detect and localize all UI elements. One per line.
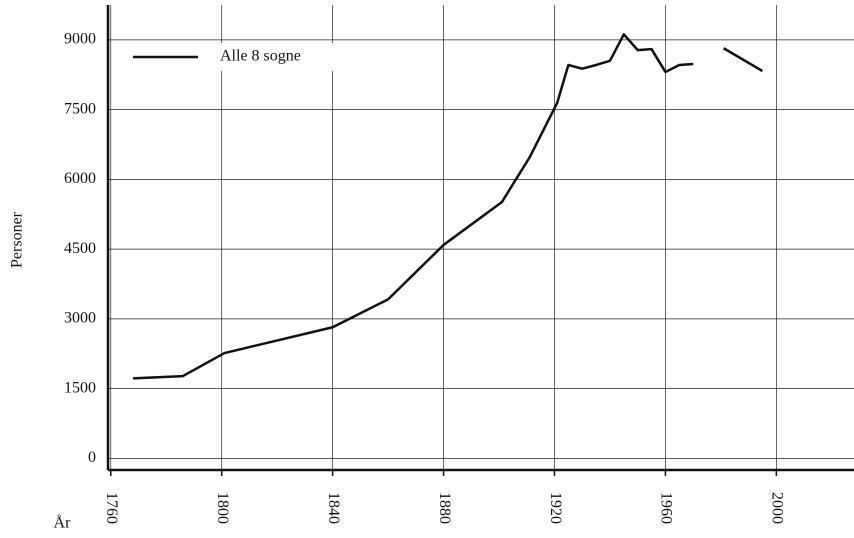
- y-tick-label: 7500: [64, 100, 96, 117]
- x-tick-label: 1760: [103, 492, 120, 524]
- y-tick-label: 6000: [64, 170, 96, 187]
- x-tick-label: 1800: [214, 492, 231, 524]
- x-tick-label: 2000: [769, 492, 786, 524]
- x-tick-label: 1880: [436, 492, 453, 524]
- x-axis-label: År: [54, 514, 72, 532]
- y-axis-label: Personer: [9, 211, 26, 268]
- legend-label: Alle 8 sogne: [220, 48, 301, 65]
- y-tick-label: 3000: [64, 310, 96, 327]
- x-tick-label: 1920: [547, 492, 564, 524]
- y-tick-label: 0: [88, 449, 96, 466]
- y-tick-label: 1500: [64, 379, 96, 396]
- x-tick-label: 1840: [325, 492, 342, 524]
- y-tick-label: 4500: [64, 240, 96, 257]
- x-tick-label: 1960: [658, 492, 675, 524]
- data-line: [132, 33, 764, 380]
- y-tick-label: 9000: [64, 31, 96, 48]
